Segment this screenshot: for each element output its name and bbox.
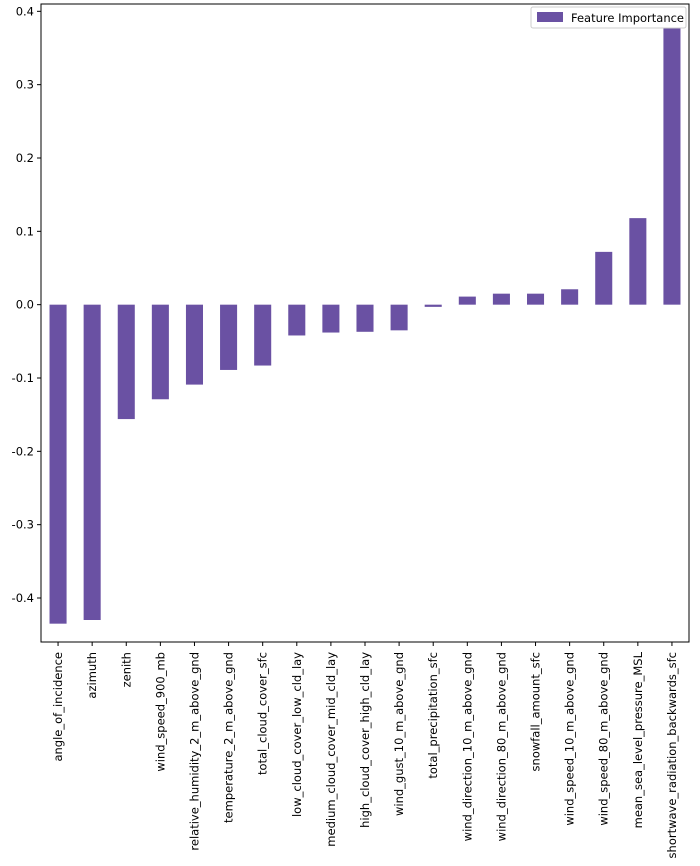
y-axis: -0.4 -0.3 -0.2 -0.1 0.0 0.1 0.2 0.3 0.4: [12, 4, 41, 605]
bar-wind-direction-80-m-above-gnd: [492, 293, 510, 305]
bar-total-cloud-cover-sfc: [254, 304, 272, 366]
x-axis: angle_of_incidence azimuth zenith wind_spee…: [51, 642, 679, 858]
legend: Feature Importance: [530, 6, 687, 29]
plot-frame: [40, 3, 690, 643]
x-tick-label: snowfall_amount_sfc: [529, 652, 543, 771]
bar-wind-direction-10-m-above-gnd: [458, 296, 476, 305]
x-tick-label: zenith: [119, 652, 133, 687]
legend-swatch: [537, 12, 563, 22]
y-tick-label: 0.3: [16, 78, 34, 92]
x-tick-label: wind_speed_900_mb: [153, 652, 167, 772]
y-tick-label: -0.4: [12, 591, 34, 605]
bar-temperature-2-m-above-gnd: [220, 304, 238, 370]
x-tick-label: wind_direction_80_m_above_gnd: [494, 652, 508, 841]
y-tick-label: -0.1: [12, 371, 34, 385]
y-tick-label: -0.3: [12, 518, 34, 532]
x-tick-label: total_precipitation_sfc: [426, 652, 440, 779]
bar-wind-speed-900-mb: [151, 304, 169, 400]
legend-label: Feature Importance: [571, 11, 684, 25]
x-tick-label: shortwave_radiation_backwards_sfc: [665, 652, 679, 858]
legend-box: [530, 6, 687, 29]
bar-wind-speed-10-m-above-gnd: [561, 289, 579, 305]
x-tick-label: azimuth: [85, 652, 99, 699]
bar-relative-humidity-2-m-above-gnd: [185, 304, 203, 385]
x-tick-label: total_cloud_cover_sfc: [256, 652, 270, 775]
x-tick-label: mean_sea_level_pressure_MSL: [631, 651, 645, 828]
bar-zenith: [117, 304, 135, 420]
x-tick-label: wind_direction_10_m_above_gnd: [460, 652, 474, 841]
x-tick-label: wind_gust_10_m_above_gnd: [392, 652, 406, 816]
x-tick-label: low_cloud_cover_low_cld_lay: [290, 652, 304, 817]
bar-azimuth: [83, 304, 101, 620]
x-tick-label: wind_speed_80_m_above_gnd: [597, 652, 611, 826]
x-tick-label: medium_cloud_cover_mid_cld_lay: [324, 652, 338, 847]
bar-low-cloud-cover-low-cld-lay: [288, 304, 306, 336]
y-tick-label: 0.1: [16, 224, 34, 238]
bar-mean-sea-level-pressure-msl: [629, 218, 647, 305]
y-tick-label: 0.4: [16, 4, 34, 18]
y-tick-label: -0.2: [12, 444, 34, 458]
x-tick-label: temperature_2_m_above_gnd: [222, 652, 236, 823]
bar-high-cloud-cover-high-cld-lay: [356, 304, 374, 332]
bar-snowfall-amount-sfc: [527, 293, 545, 305]
bar-angle-of-incidence: [49, 304, 67, 624]
x-tick-label: wind_speed_10_m_above_gnd: [563, 652, 577, 826]
y-tick-label: 0.2: [16, 151, 34, 165]
bar-wind-speed-80-m-above-gnd: [595, 251, 613, 305]
bar-shortwave-radiation-backwards-sfc: [663, 22, 681, 305]
x-tick-label: relative_humidity_2_m_above_gnd: [187, 652, 201, 851]
x-tick-label: high_cloud_cover_high_cld_lay: [358, 652, 372, 828]
x-tick-label: angle_of_incidence: [51, 652, 65, 762]
bar-medium-cloud-cover-mid-cld-lay: [322, 304, 340, 333]
y-tick-label: 0.0: [16, 298, 34, 312]
bar-wind-gust-10-m-above-gnd: [390, 304, 408, 331]
bar-total-precipitation-sfc: [424, 304, 442, 307]
bars-group: [49, 22, 681, 624]
